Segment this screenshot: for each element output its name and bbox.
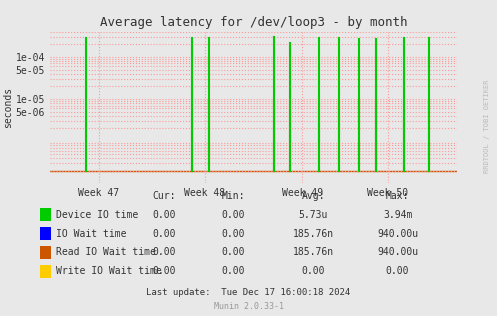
Text: IO Wait time: IO Wait time bbox=[56, 228, 126, 239]
Text: 0.00: 0.00 bbox=[222, 210, 246, 220]
Text: 940.00u: 940.00u bbox=[377, 247, 418, 258]
Text: Write IO Wait time: Write IO Wait time bbox=[56, 266, 162, 276]
Text: 0.00: 0.00 bbox=[222, 266, 246, 276]
Text: 185.76n: 185.76n bbox=[293, 247, 333, 258]
Y-axis label: seconds: seconds bbox=[2, 87, 13, 128]
Text: 940.00u: 940.00u bbox=[377, 228, 418, 239]
Text: 0.00: 0.00 bbox=[222, 228, 246, 239]
Text: 0.00: 0.00 bbox=[152, 210, 176, 220]
Text: 0.00: 0.00 bbox=[386, 266, 410, 276]
Text: 0.00: 0.00 bbox=[152, 247, 176, 258]
Text: Min:: Min: bbox=[222, 191, 246, 201]
Text: Avg:: Avg: bbox=[301, 191, 325, 201]
Text: 5.73u: 5.73u bbox=[298, 210, 328, 220]
Text: 185.76n: 185.76n bbox=[293, 228, 333, 239]
Text: 3.94m: 3.94m bbox=[383, 210, 413, 220]
Text: 0.00: 0.00 bbox=[222, 247, 246, 258]
Text: Cur:: Cur: bbox=[152, 191, 176, 201]
Text: Max:: Max: bbox=[386, 191, 410, 201]
Text: 0.00: 0.00 bbox=[152, 228, 176, 239]
Text: Device IO time: Device IO time bbox=[56, 210, 138, 220]
Title: Average latency for /dev/loop3 - by month: Average latency for /dev/loop3 - by mont… bbox=[100, 16, 407, 29]
Text: 0.00: 0.00 bbox=[152, 266, 176, 276]
Text: 0.00: 0.00 bbox=[301, 266, 325, 276]
Text: Munin 2.0.33-1: Munin 2.0.33-1 bbox=[214, 302, 283, 311]
Text: RRDTOOL / TOBI OETIKER: RRDTOOL / TOBI OETIKER bbox=[484, 80, 490, 173]
Text: Last update:  Tue Dec 17 16:00:18 2024: Last update: Tue Dec 17 16:00:18 2024 bbox=[147, 288, 350, 296]
Text: Read IO Wait time: Read IO Wait time bbox=[56, 247, 156, 258]
